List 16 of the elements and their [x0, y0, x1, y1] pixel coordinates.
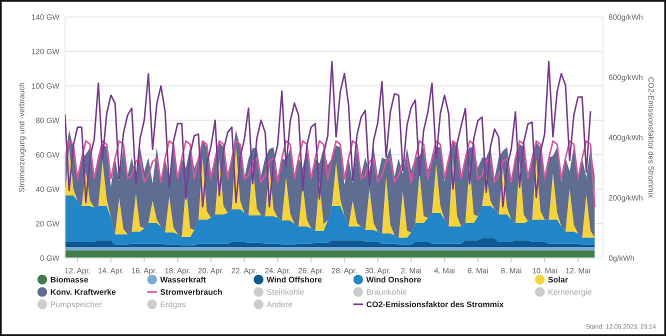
legend-label: Kernenergie	[548, 288, 592, 296]
legend-label: Stromverbrauch	[160, 288, 222, 295]
legend-label: Wasserkraft	[160, 276, 206, 282]
legend-label: Pumpspeicher	[50, 301, 102, 309]
legend-label: Biomasse	[50, 276, 88, 282]
legend-label: Braunkohle	[366, 288, 407, 295]
legend-label: Wind Offshore	[266, 276, 322, 282]
line-series	[65, 60, 592, 208]
legend-label: Steinkohle	[266, 288, 304, 295]
legend-label: CO2-Emissionsfaktor des Strommix	[366, 301, 504, 308]
legend-label: Konv. Kraftwerke	[50, 288, 116, 295]
legend-label: Wind Onshore	[366, 276, 421, 282]
line-series	[65, 140, 596, 208]
legend-label: Solar	[548, 276, 568, 282]
legend-label: Erdgas	[160, 301, 186, 309]
legend-label: Andere	[266, 301, 292, 308]
